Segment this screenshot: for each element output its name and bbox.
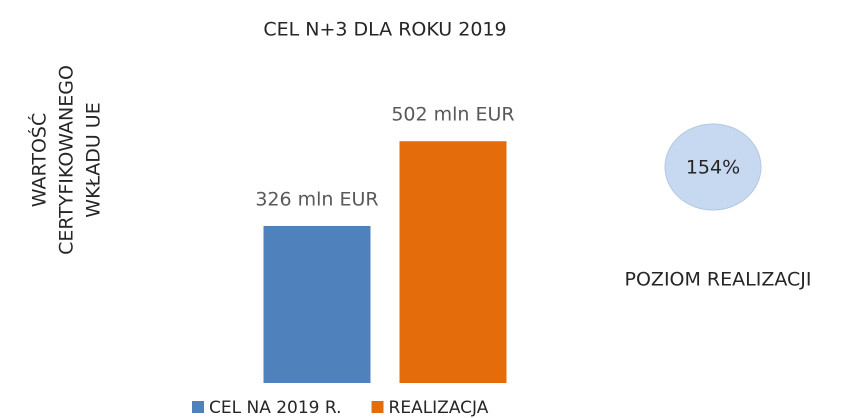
chart-title: CEL N+3 DLA ROKU 2019 (263, 19, 506, 41)
legend-label: CEL NA 2019 R. (209, 398, 342, 418)
bar (399, 141, 507, 383)
legend-swatch (192, 401, 204, 413)
legend-label: REALIZACJA (389, 398, 489, 418)
kpi-label: 154% (686, 157, 740, 179)
kpi-caption: POZIOM REALIZACJI (625, 269, 812, 291)
y-axis-label: CERTYFIKOWANEGO (56, 65, 78, 255)
legend-swatch (371, 401, 384, 413)
y-axis-label: WKŁADU UE (83, 102, 105, 217)
bar (263, 225, 371, 383)
data-label: 502 mln EUR (391, 104, 514, 126)
kpi-circle (664, 123, 762, 211)
data-label: 326 mln EUR (255, 188, 378, 210)
y-axis-label: WARTOŚĆ (27, 113, 51, 207)
